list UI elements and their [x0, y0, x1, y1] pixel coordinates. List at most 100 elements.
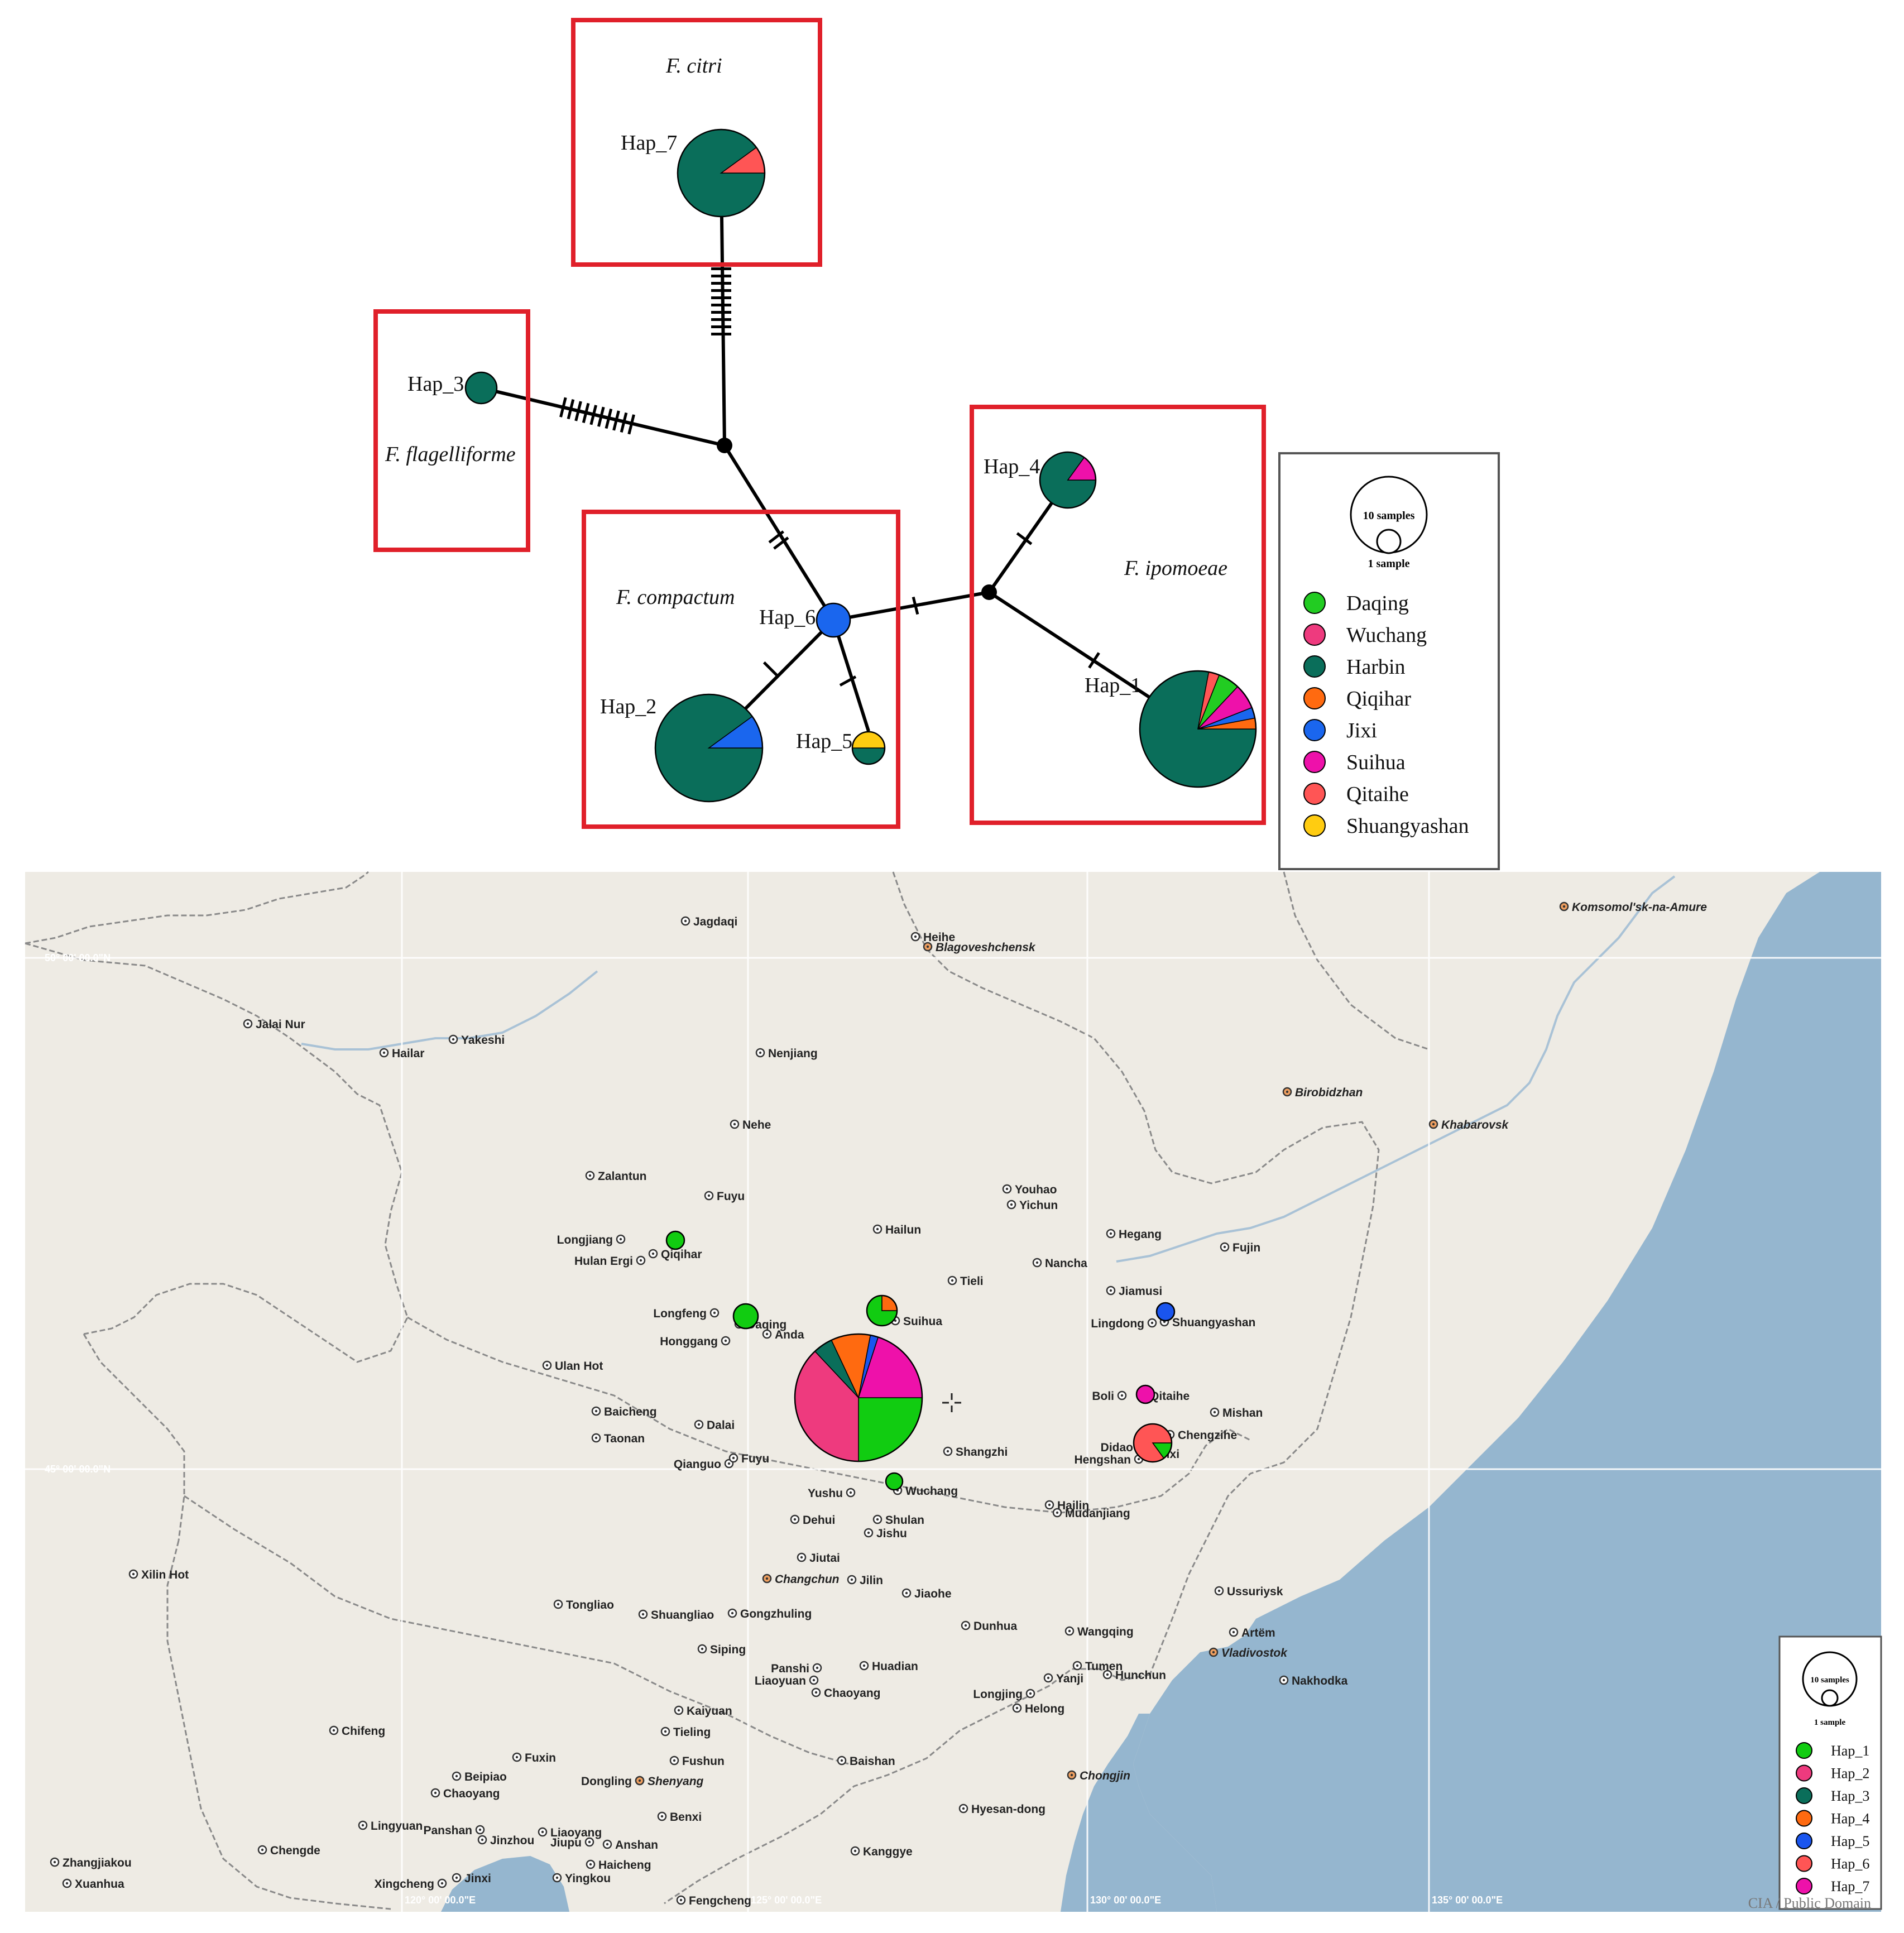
city-label: Tongliao — [566, 1599, 614, 1611]
city-label: Jiutai — [809, 1552, 840, 1565]
city-label: Baicheng — [604, 1406, 657, 1418]
legend-swatch-suihua — [1303, 751, 1326, 773]
map-credit: CIA / Public Domain — [1748, 1895, 1871, 1911]
city-dot-center — [853, 1849, 857, 1853]
city-dot-center — [1217, 1589, 1221, 1593]
city-dot-center — [641, 1613, 645, 1616]
grid-label-120e: 120° 00' 00.0"E — [405, 1894, 476, 1906]
species-box-flagelliforme — [373, 309, 530, 552]
pie-outline — [885, 1472, 904, 1491]
city-label: Wangqing — [1077, 1625, 1134, 1638]
city-label: Qiqihar — [661, 1248, 702, 1261]
border-mongolia-north — [25, 871, 369, 944]
mutation-tick — [582, 402, 590, 423]
map-legend-swatch-hap_1 — [1796, 1742, 1812, 1759]
city-label: Mudanjiang — [1065, 1507, 1130, 1520]
mutation-tick — [912, 596, 919, 615]
city-dot-center — [1035, 1261, 1039, 1264]
city-label: Hulan Ergi — [574, 1255, 633, 1268]
city-dot-center — [382, 1051, 386, 1054]
city-label: Panshi — [771, 1662, 809, 1675]
city-label: Taonan — [604, 1432, 645, 1445]
ticks-node2-hap4 — [1016, 532, 1033, 545]
map-legend-label-hap_5: Hap_5 — [1831, 1833, 1869, 1849]
map-legend-swatch-hap_7 — [1796, 1878, 1812, 1894]
mutation-tick — [574, 401, 582, 421]
pie-outline — [1135, 1384, 1155, 1404]
haplotype-pies — [464, 128, 1257, 803]
city-dot-center — [679, 1898, 683, 1902]
city-dot-center — [588, 1174, 592, 1177]
city-dot-center — [588, 1840, 591, 1844]
city-dot-center — [1010, 1203, 1013, 1206]
ticks-hap7-node — [711, 267, 731, 335]
map-size-scale-small — [1821, 1689, 1839, 1707]
city-label: Yushu — [808, 1487, 843, 1500]
pie-outline — [1139, 670, 1257, 788]
city-label: Huadian — [872, 1660, 918, 1673]
city-dot-center — [894, 1319, 897, 1322]
map-legend-swatch-hap_5 — [1796, 1833, 1812, 1849]
city-dot-center — [962, 1807, 965, 1810]
edge-hap6-node2 — [833, 591, 990, 622]
site-pie-shuangyashan — [1155, 1302, 1176, 1322]
ticks-hap6-node2 — [912, 596, 919, 615]
city-dot-center — [53, 1860, 56, 1864]
map-legend: 10 samples 1 sample Hap_1 Hap_2 Hap_3 Hap_4… — [1778, 1635, 1882, 1910]
population-legend-items: Daqing Wuchang Harbin Qiqihar Jixi Suihua Qita… — [1303, 592, 1469, 838]
city-label: Dehui — [803, 1514, 835, 1527]
city-dot-center — [515, 1755, 519, 1759]
city-label: Hailun — [885, 1224, 921, 1236]
pie-outline — [794, 1333, 923, 1462]
city-label: Shangzhi — [956, 1446, 1008, 1459]
city-dot-center — [1282, 1678, 1286, 1682]
city-label: Dalai — [707, 1419, 735, 1432]
city-label: Hegang — [1119, 1228, 1162, 1241]
city-label: Tieli — [960, 1275, 984, 1288]
city-dot-center — [1212, 1651, 1215, 1654]
city-dot-center — [1432, 1123, 1435, 1126]
ticks-node-hap6 — [768, 530, 789, 550]
ticks-hap6-hap5 — [839, 675, 857, 687]
city-label: Honggang — [660, 1335, 718, 1348]
city-label: Mishan — [1222, 1407, 1263, 1419]
grid-label-135e: 135° 00' 00.0"E — [1432, 1894, 1503, 1906]
border-west-1 — [83, 1334, 185, 1541]
city-label: Khabarovsk — [1441, 1119, 1509, 1131]
legend-swatch-qiqihar — [1303, 687, 1326, 709]
site-pie-daqing — [732, 1303, 759, 1330]
city-label: Changchun — [775, 1573, 840, 1586]
median-vector-node — [717, 438, 732, 453]
hap6-label: Hap_6 — [759, 606, 816, 629]
river-amur — [1116, 875, 1676, 1263]
hap4-label: Hap_4 — [984, 455, 1040, 478]
city-dot-center — [589, 1863, 592, 1866]
city-dot-center — [905, 1591, 908, 1595]
city-label: Jalai Nur — [256, 1018, 305, 1031]
haplotype-legend-items: Hap_1 Hap_2 Hap_3 Hap_4 Hap_5 Hap_6 Hap_7 — [1796, 1742, 1869, 1894]
city-label: Haicheng — [598, 1859, 651, 1872]
city-label: Dunhua — [973, 1620, 1017, 1633]
network-edges — [481, 172, 1199, 732]
city-label: Jishu — [876, 1527, 907, 1540]
legend-label-suihua: Suihua — [1346, 751, 1406, 774]
city-label: Ulan Hot — [555, 1360, 603, 1373]
city-label: Boli — [1092, 1390, 1114, 1403]
city-label: Nakhodka — [1292, 1675, 1348, 1687]
city-label: Zhangjiakou — [63, 1857, 132, 1869]
map-legend-swatch-hap_6 — [1796, 1855, 1812, 1872]
city-label: Xingcheng — [375, 1878, 434, 1891]
pie-outline — [464, 371, 498, 405]
pie-outline — [851, 731, 886, 765]
median-vector-node — [981, 584, 997, 600]
city-label: Didao — [1101, 1441, 1133, 1454]
species-label-ipomoeae: F. ipomoeae — [1124, 557, 1227, 580]
city-label: Vladivostok — [1221, 1647, 1288, 1659]
species-box-citri — [571, 18, 822, 267]
map-legend-swatch-hap_4 — [1796, 1810, 1812, 1827]
city-dot-center — [677, 1709, 680, 1712]
city-dot-center — [1150, 1321, 1154, 1325]
city-dot-center — [545, 1364, 549, 1367]
city-dot-center — [951, 1279, 954, 1282]
mutation-tick — [768, 530, 784, 544]
